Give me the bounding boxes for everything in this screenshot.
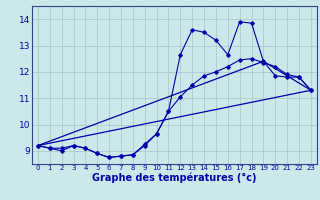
X-axis label: Graphe des températures (°c): Graphe des températures (°c) bbox=[92, 173, 257, 183]
